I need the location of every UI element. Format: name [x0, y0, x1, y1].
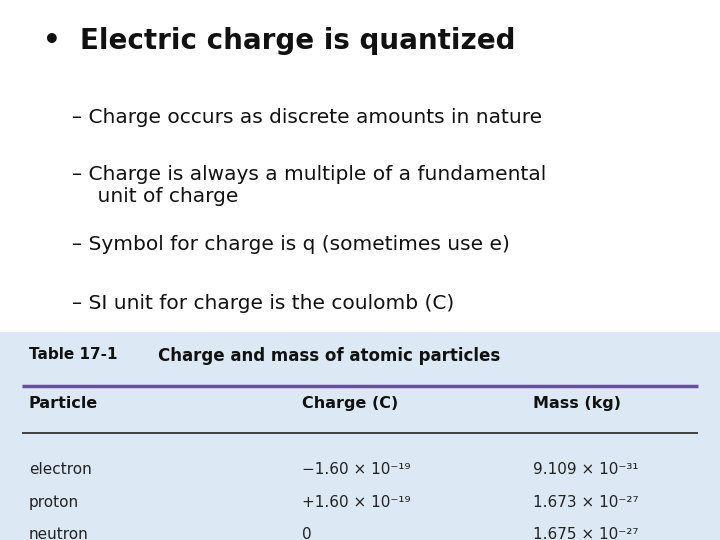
Text: Table 17-1: Table 17-1 [29, 347, 117, 362]
Text: Charge (C): Charge (C) [302, 396, 399, 411]
Bar [0, 332, 720, 540]
Text: Charge and mass of atomic particles: Charge and mass of atomic particles [158, 347, 500, 365]
Text: – Charge is always a multiple of a fundamental
    unit of charge: – Charge is always a multiple of a funda… [72, 165, 546, 206]
Text: +1.60 × 10⁻¹⁹: +1.60 × 10⁻¹⁹ [302, 495, 411, 510]
Text: •  Electric charge is quantized: • Electric charge is quantized [43, 27, 516, 55]
Text: proton: proton [29, 495, 79, 510]
Text: – SI unit for charge is the coulomb (C): – SI unit for charge is the coulomb (C) [72, 294, 454, 313]
Text: – Charge occurs as discrete amounts in nature: – Charge occurs as discrete amounts in n… [72, 108, 542, 127]
Text: −1.60 × 10⁻¹⁹: −1.60 × 10⁻¹⁹ [302, 462, 411, 477]
Text: 1.675 × 10⁻²⁷: 1.675 × 10⁻²⁷ [533, 527, 639, 540]
Text: electron: electron [29, 462, 91, 477]
Text: Mass (kg): Mass (kg) [533, 396, 621, 411]
Text: 9.109 × 10⁻³¹: 9.109 × 10⁻³¹ [533, 462, 639, 477]
Text: neutron: neutron [29, 527, 89, 540]
Text: 1.673 × 10⁻²⁷: 1.673 × 10⁻²⁷ [533, 495, 639, 510]
Text: Particle: Particle [29, 396, 98, 411]
Text: 0: 0 [302, 527, 312, 540]
Text: – Symbol for charge is q (sometimes use e): – Symbol for charge is q (sometimes use … [72, 235, 510, 254]
